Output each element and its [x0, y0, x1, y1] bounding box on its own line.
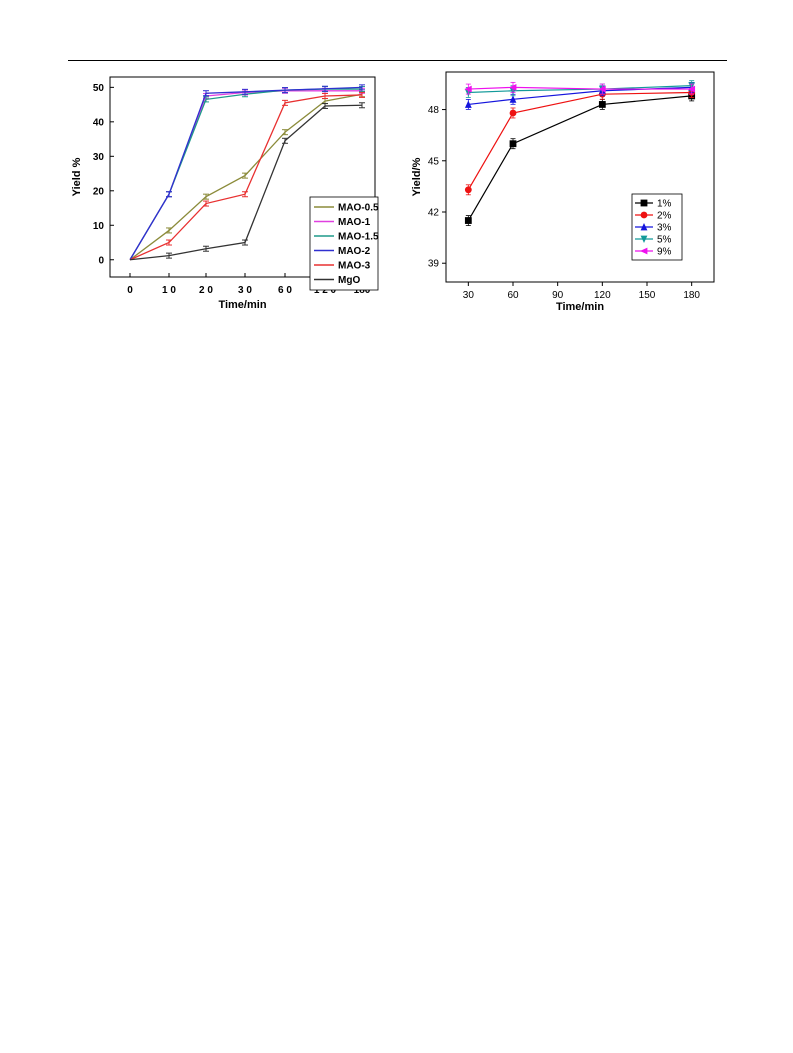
- plot-frame: [109, 76, 376, 278]
- x-tick-label: 1 2 0: [314, 285, 337, 296]
- series-line-2%: [467, 91, 692, 191]
- legend-label: 2%: [657, 211, 672, 222]
- header-rule: [68, 60, 727, 61]
- x-tick-label: 1 0: [162, 285, 176, 296]
- series-line-1%: [467, 95, 692, 221]
- x-tick-label: 2 0: [199, 285, 213, 296]
- y-tick-label: 30: [93, 152, 105, 163]
- marker-square: [598, 101, 606, 108]
- y-tick-label: 48: [428, 105, 440, 116]
- marker-circle: [640, 211, 648, 219]
- marker-circle: [464, 186, 472, 194]
- y-tick-label: 50: [93, 83, 105, 94]
- x-tick-label: 6 0: [278, 285, 292, 296]
- marker-triangle-left: [509, 83, 517, 91]
- legend-label: 1%: [657, 199, 672, 210]
- y-axis-title: Yield %: [71, 157, 83, 196]
- marker-triangle-left: [464, 85, 472, 93]
- x-tick-label: 120: [594, 290, 611, 301]
- yield-chart-right: 39 42 45 48 30 60 90 120 150 180 Time/min Yield/% 1%…: [411, 71, 715, 313]
- x-tick-label: 150: [639, 290, 656, 301]
- y-tick-label: 45: [428, 156, 440, 167]
- marker-triangle-up: [640, 223, 648, 231]
- legend-label: MAO-1: [338, 217, 371, 228]
- marker-square: [464, 217, 472, 224]
- y-tick-label: 20: [93, 186, 105, 197]
- y-axis-title: Yield/%: [411, 157, 423, 196]
- x-tick-label: 180: [683, 290, 700, 301]
- x-tick-label: 3 0: [238, 285, 252, 296]
- x-tick-label: 30: [463, 290, 475, 301]
- x-tick-label: 90: [552, 290, 564, 301]
- y-tick-label: 10: [93, 221, 105, 232]
- marker-circle: [509, 109, 517, 117]
- x-axis-title: Time/min: [556, 301, 604, 313]
- marker-square: [640, 199, 648, 207]
- marker-triangle-left: [640, 247, 648, 255]
- legend-label: 9%: [657, 247, 672, 258]
- marker-triangle-up: [509, 95, 517, 103]
- marker-square: [509, 140, 517, 148]
- yield-chart-left: 0 10 20 30 40 50 0 1 0 2 0 3 0 6 0 1 2 0 180 Time/min…: [71, 76, 379, 311]
- legend-label: MAO-0.5: [338, 203, 379, 214]
- y-tick-label: 42: [428, 208, 440, 219]
- y-tick-label: 39: [428, 259, 440, 270]
- marker-triangle-up: [464, 100, 472, 108]
- x-tick-label: 60: [507, 290, 519, 301]
- marker-triangle-left: [687, 85, 696, 93]
- y-tick-label: 40: [93, 117, 105, 128]
- series-line-9%: [468, 86, 692, 90]
- x-axis-title: Time/min: [218, 299, 266, 311]
- legend-box: [309, 196, 379, 291]
- y-tick-label: 0: [98, 255, 104, 266]
- legend-label: 3%: [657, 223, 672, 234]
- plot-frame: [445, 71, 715, 283]
- legend-label: 5%: [657, 235, 672, 246]
- x-tick-label: 0: [127, 285, 133, 296]
- series-line-5%: [468, 85, 692, 94]
- legend-label: MAO-2: [338, 246, 371, 257]
- marker-triangle-down: [640, 235, 648, 243]
- legend-label: MgO: [338, 275, 360, 286]
- legend-label: MAO-3: [338, 261, 371, 272]
- legend-label: MAO-1.5: [338, 232, 379, 243]
- marker-triangle-left: [598, 85, 606, 93]
- x-tick-label: 180: [354, 285, 371, 296]
